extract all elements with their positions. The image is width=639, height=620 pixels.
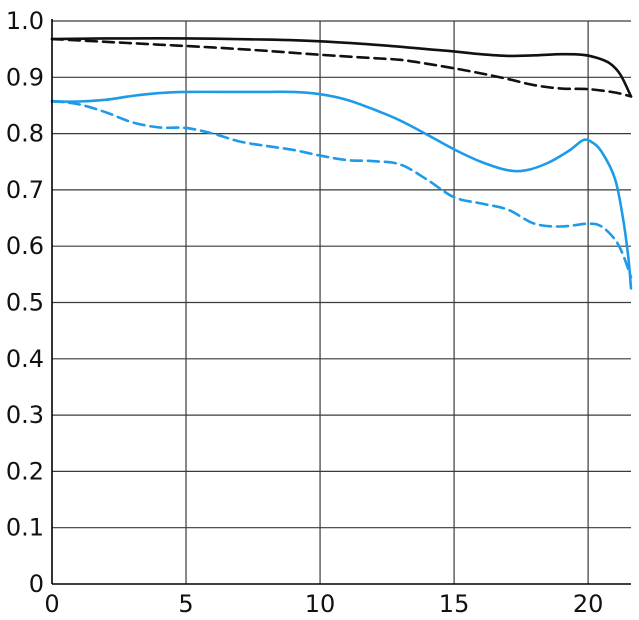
- y-tick-label: 0.4: [6, 345, 44, 373]
- x-tick-label: 0: [44, 590, 59, 618]
- axis-layer: [51, 19, 631, 585]
- y-tick-label: 0.3: [6, 401, 44, 429]
- x-tick-label: 5: [178, 590, 193, 618]
- x-tick-label: 10: [305, 590, 336, 618]
- y-tick-label: 0.9: [6, 63, 44, 91]
- y-tick-label: 0: [29, 570, 44, 598]
- y-tick-label: 0.2: [6, 457, 44, 485]
- x-tick-label: 20: [573, 590, 604, 618]
- x-tick-label: 15: [439, 590, 470, 618]
- grid-layer: [52, 20, 631, 584]
- y-tick-label: 1.0: [6, 7, 44, 35]
- tick-label-layer: 0 0.1 0.2 0.3 0.4 0.5 0.6 0.7 0.8 0.9 1.0 0 5 10 15 20: [6, 7, 604, 618]
- y-tick-label: 0.8: [6, 120, 44, 148]
- series-line-1: [50, 37, 633, 98]
- series-line-2: [50, 37, 633, 98]
- y-tick-label: 0.6: [6, 232, 44, 260]
- series-layer: [50, 37, 633, 290]
- series-line-3: [50, 90, 633, 290]
- y-tick-label: 0.7: [6, 176, 44, 204]
- series-line-4: [50, 99, 633, 279]
- y-tick-label: 0.5: [6, 289, 44, 317]
- y-tick-label: 0.1: [6, 514, 44, 542]
